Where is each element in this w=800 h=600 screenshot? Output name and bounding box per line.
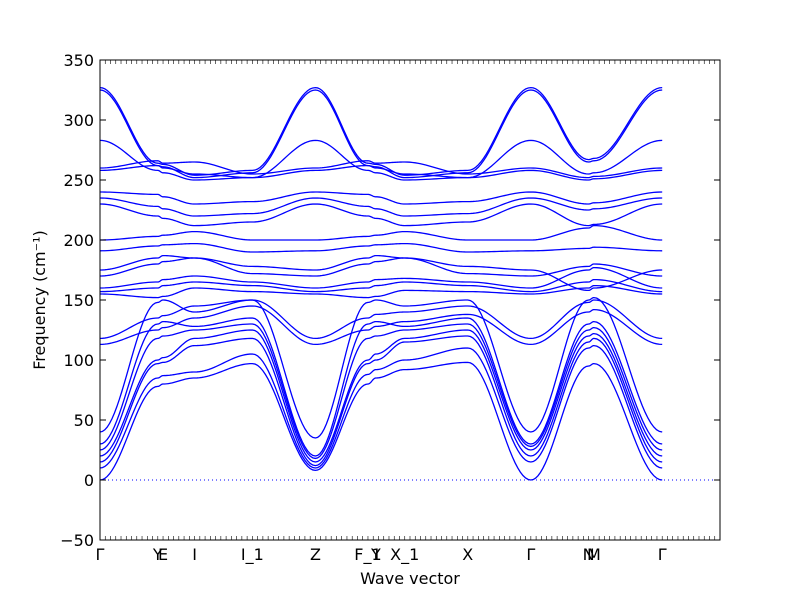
x-tick-label: E xyxy=(158,545,168,564)
x-tick-label: M xyxy=(587,545,601,564)
band-line xyxy=(99,335,663,467)
band-line xyxy=(99,361,663,481)
x-tick-label: I_1 xyxy=(241,545,264,565)
x-tick-label: Γ xyxy=(526,545,535,564)
band-line xyxy=(99,191,663,205)
y-tick-label: 350 xyxy=(63,51,94,70)
y-tick-label: −50 xyxy=(60,531,94,550)
band-line xyxy=(99,344,663,469)
plot-frame xyxy=(99,59,721,541)
y-tick-label: 50 xyxy=(74,411,94,430)
band-line xyxy=(99,299,663,340)
y-tick-label: 0 xyxy=(84,471,94,490)
band-line xyxy=(99,317,663,457)
y-tick-label: 300 xyxy=(63,111,94,130)
band-line xyxy=(99,89,663,179)
x-axis-ticks: Γ YE I I_1 Z F_1Y X_1 X Γ NM Γ xyxy=(96,60,721,565)
band-line xyxy=(99,323,663,460)
band-line xyxy=(99,254,663,292)
x-tick-label: Z xyxy=(310,545,321,564)
band-line xyxy=(99,305,663,346)
band-line xyxy=(99,139,663,181)
y-axis-label: Frequency (cm⁻¹) xyxy=(30,230,49,369)
band-line xyxy=(99,197,663,217)
x-tick-label: X_1 xyxy=(390,545,419,565)
band-line xyxy=(99,257,663,277)
band-lines-group xyxy=(99,86,663,481)
band-line xyxy=(99,160,663,179)
y-tick-label: 200 xyxy=(63,231,94,250)
x-tick-label: Y xyxy=(152,545,163,564)
x-tick-label: Γ xyxy=(96,545,105,564)
band-line xyxy=(99,284,663,299)
x-tick-label: I xyxy=(192,545,197,564)
band-line xyxy=(99,224,663,241)
x-tick-label: Y xyxy=(370,545,381,564)
band-line xyxy=(99,86,663,176)
y-tick-label: 100 xyxy=(63,351,94,370)
band-line xyxy=(99,242,663,253)
y-tick-label: 150 xyxy=(63,291,94,310)
x-tick-label: N xyxy=(583,545,595,564)
band-line xyxy=(99,296,663,439)
x-tick-label: F_1 xyxy=(354,545,381,565)
y-axis-ticks: −50 0 50 100 150 200 250 300 350 xyxy=(60,51,720,550)
x-axis-label: Wave vector xyxy=(360,569,460,588)
y-tick-label: 250 xyxy=(63,171,94,190)
band-line xyxy=(99,278,663,293)
band-line xyxy=(99,266,663,289)
x-tick-label: X xyxy=(462,545,473,564)
x-tick-label: Γ xyxy=(658,545,667,564)
band-line xyxy=(99,329,663,463)
band-line xyxy=(99,203,663,227)
